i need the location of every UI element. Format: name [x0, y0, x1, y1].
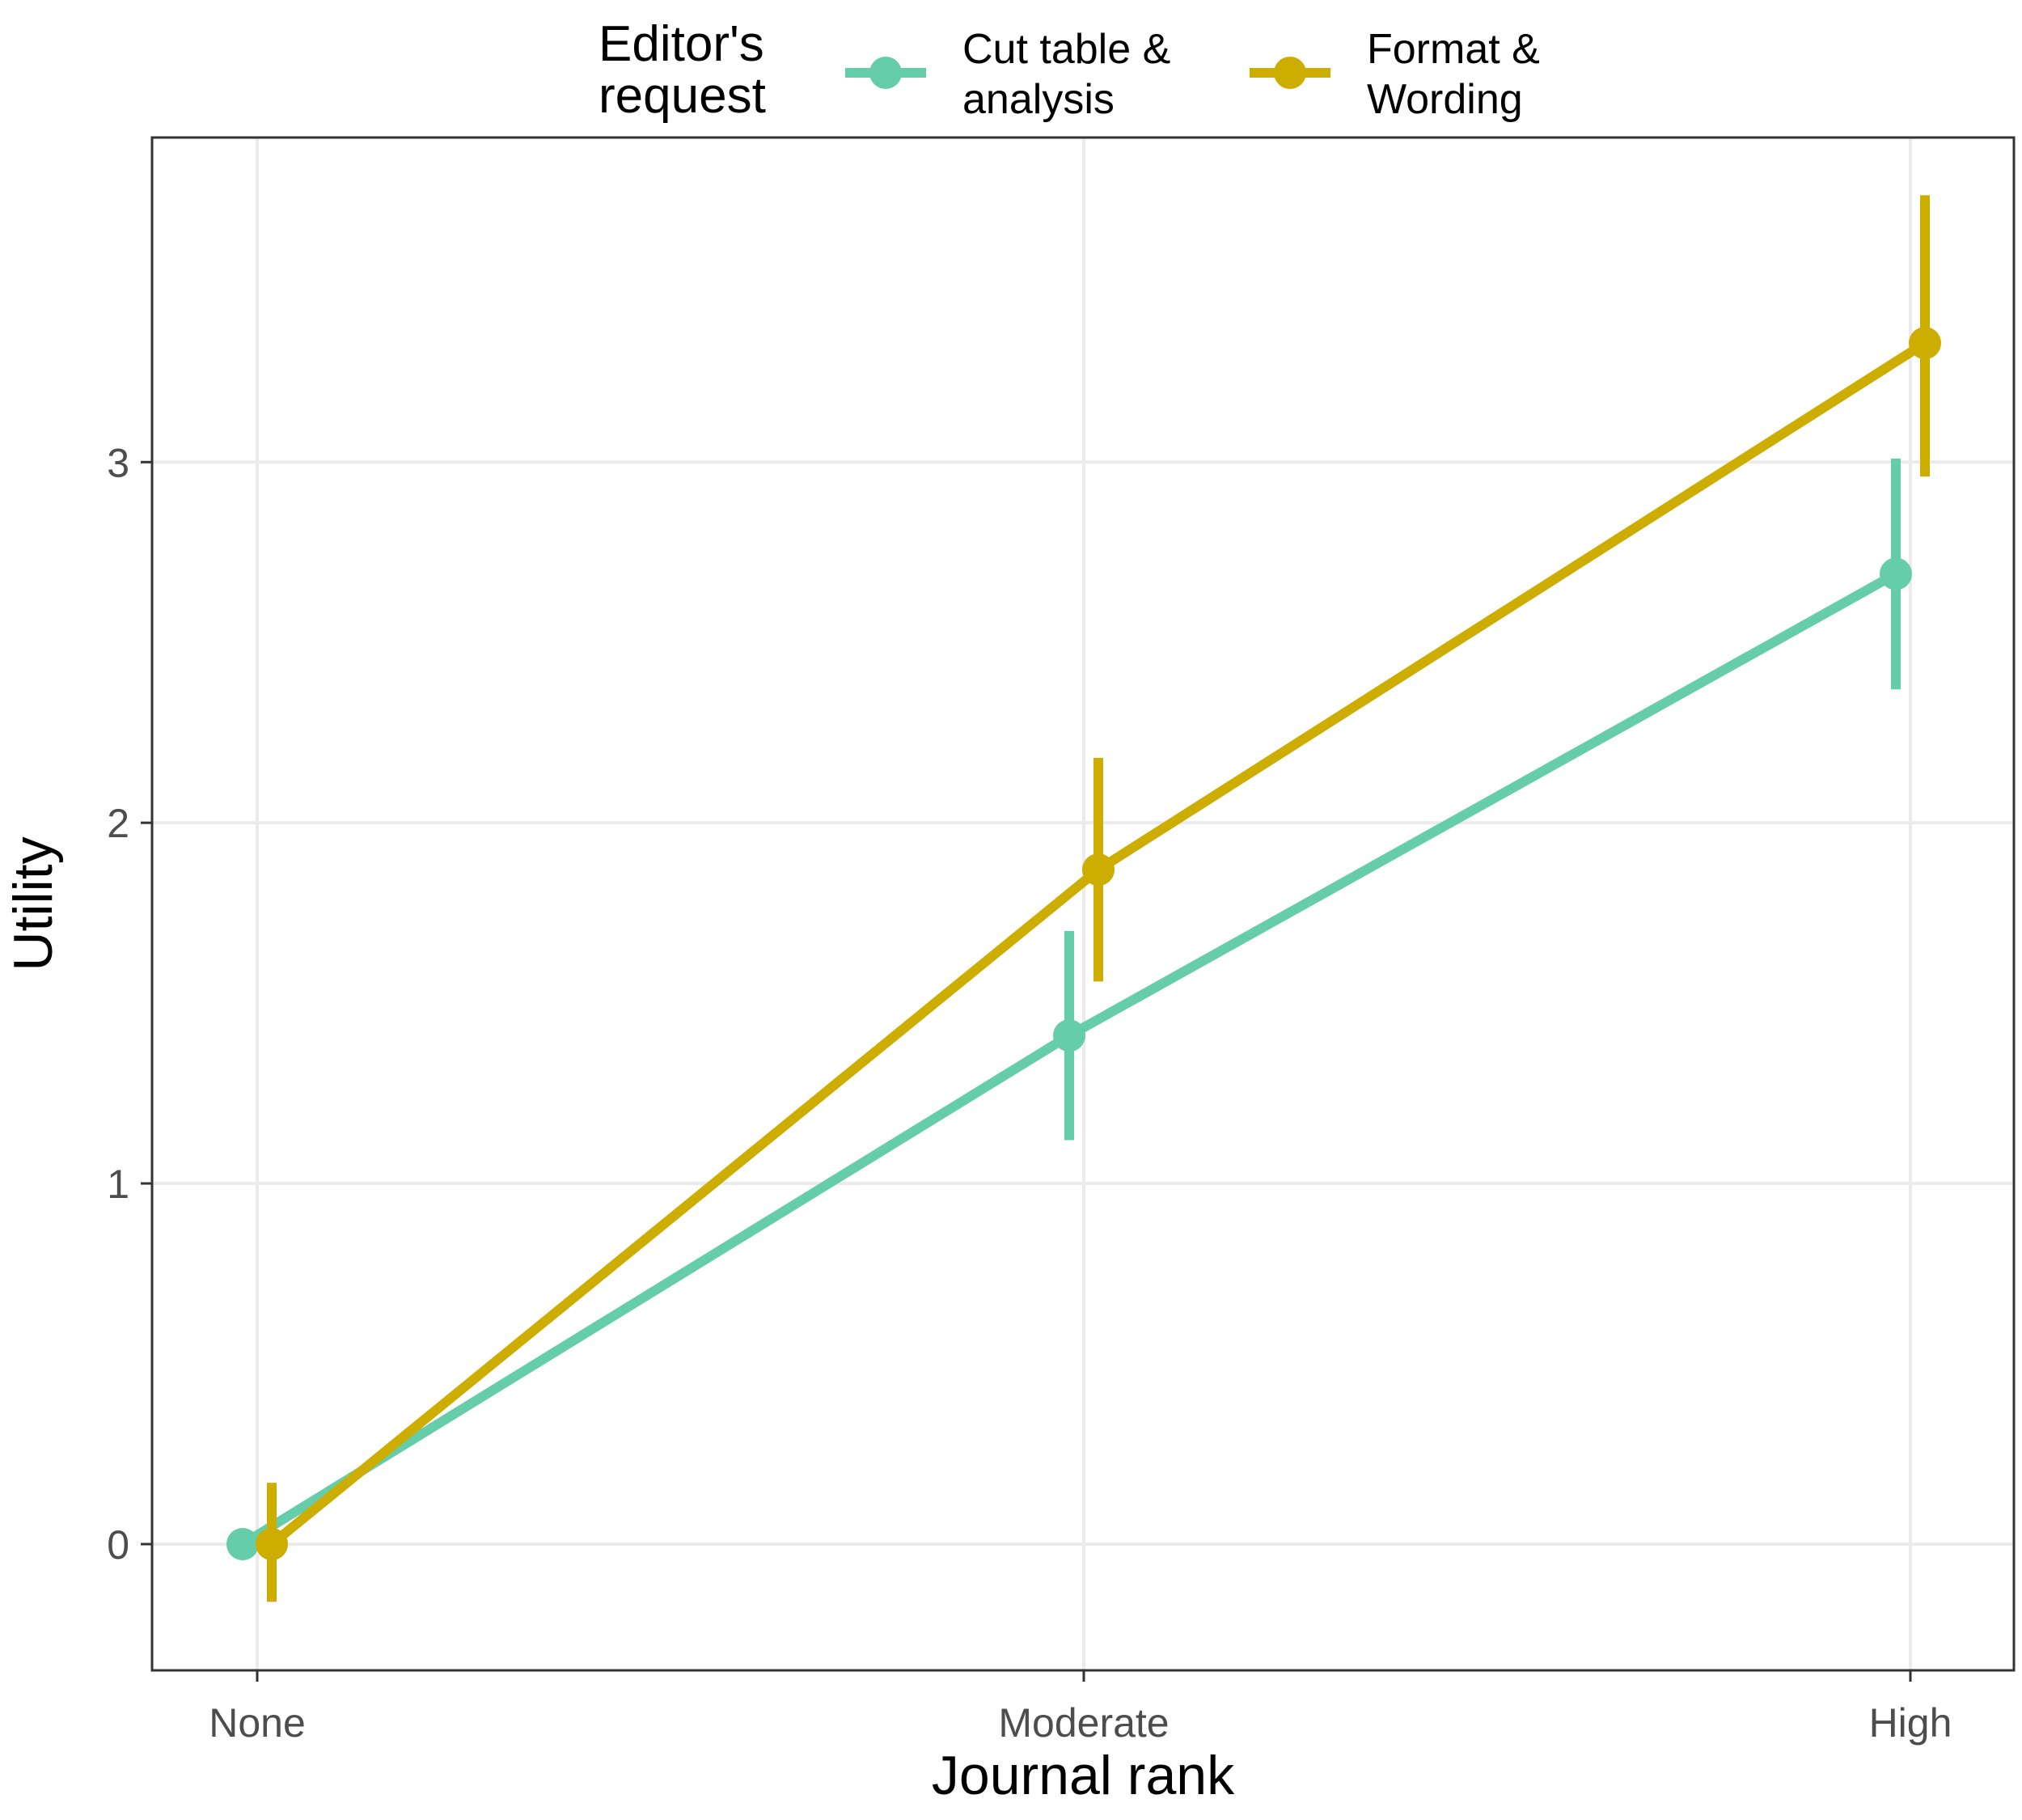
x-tick-label-0: None [209, 1700, 306, 1746]
series-1-point-1 [1082, 853, 1115, 887]
legend-title-line-0: Editor's [599, 16, 764, 72]
legend-key-point-1 [1274, 57, 1306, 89]
y-tick-label-0: 0 [107, 1522, 129, 1568]
series-1-point-2 [1909, 327, 1941, 360]
x-tick-label-2: High [1869, 1700, 1952, 1746]
gridlines [152, 138, 2014, 1670]
legend-label-1-line-0: Format & [1367, 26, 1540, 73]
y-tick-label-1: 1 [107, 1162, 129, 1207]
legend-label-0-line-0: Cut table & [962, 26, 1170, 73]
y-tick-label-3: 3 [107, 440, 129, 485]
legend-item-0: Cut table & analysis [845, 26, 1170, 123]
series-1-point-0 [256, 1527, 288, 1560]
y-axis-title: Utility [2, 836, 64, 971]
legend-key-point-0 [869, 57, 902, 89]
x-axis-title: Journal rank [932, 1745, 1235, 1806]
legend-label-1-line-1: Wording [1367, 76, 1523, 123]
legend-item-1: Format & Wording [1250, 26, 1540, 123]
legend-title-line-1: request [599, 68, 766, 124]
series-0-point-2 [1880, 557, 1912, 590]
series-0-point-0 [226, 1527, 259, 1560]
legend-label-0-line-1: analysis [962, 76, 1115, 123]
series-1 [256, 195, 1941, 1602]
y-tick-label-2: 2 [107, 801, 129, 846]
legend: Editor's request Cut table & analysis Format… [599, 16, 1540, 124]
axes: 0 1 2 3 None Moderate High Journal rank Utility [2, 440, 1952, 1806]
series-0-point-1 [1053, 1019, 1085, 1052]
legend-label-0: Cut table & analysis [962, 26, 1170, 123]
x-tick-label-1: Moderate [998, 1700, 1169, 1746]
legend-title: Editor's request [599, 16, 766, 124]
series-layer [226, 195, 1941, 1602]
series-0 [226, 458, 1912, 1560]
legend-label-1: Format & Wording [1367, 26, 1540, 123]
